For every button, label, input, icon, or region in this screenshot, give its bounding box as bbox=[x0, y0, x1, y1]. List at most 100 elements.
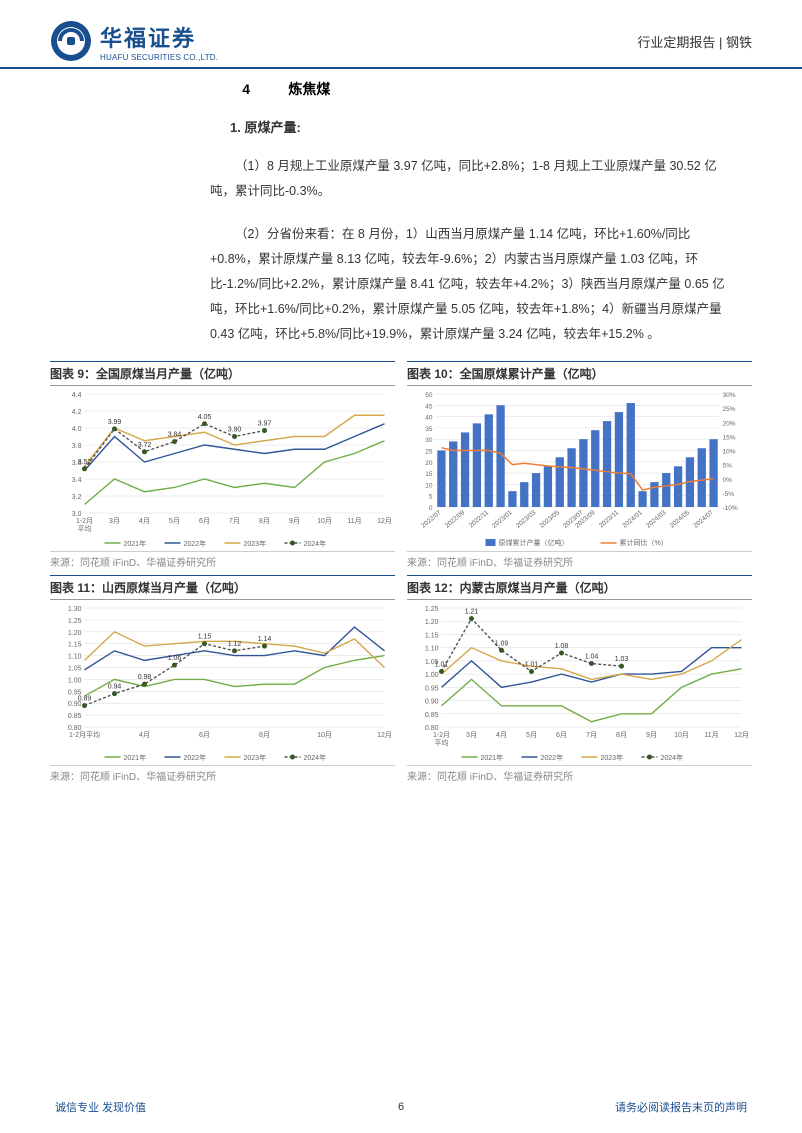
svg-text:4.0: 4.0 bbox=[72, 426, 82, 433]
svg-text:1.04: 1.04 bbox=[585, 654, 599, 661]
svg-text:1.00: 1.00 bbox=[68, 677, 82, 684]
paragraph-2: （2）分省份来看：在 8 月份，1）山西当月原煤产量 1.14 亿吨，环比+1.… bbox=[210, 222, 732, 347]
svg-text:3月: 3月 bbox=[109, 517, 120, 525]
svg-text:40: 40 bbox=[425, 415, 433, 422]
svg-text:50: 50 bbox=[425, 392, 433, 399]
svg-text:0.80: 0.80 bbox=[68, 725, 82, 732]
chart-10-source: 来源：同花顺 iFinD、华福证券研究所 bbox=[407, 551, 752, 575]
footer: 诚信专业 发现价值 6 请务必阅读报告末页的声明 bbox=[0, 1099, 802, 1115]
svg-text:1.21: 1.21 bbox=[465, 609, 479, 616]
svg-text:9月: 9月 bbox=[646, 731, 657, 739]
svg-text:25%: 25% bbox=[723, 406, 736, 413]
svg-text:-5%: -5% bbox=[723, 491, 735, 498]
chart-12-source: 来源：同花顺 iFinD、华福证券研究所 bbox=[407, 765, 752, 789]
svg-text:3.72: 3.72 bbox=[138, 442, 152, 449]
svg-text:-10%: -10% bbox=[723, 505, 738, 512]
svg-text:3.99: 3.99 bbox=[108, 419, 122, 426]
svg-text:5%: 5% bbox=[723, 463, 733, 470]
svg-text:1.01: 1.01 bbox=[435, 661, 449, 668]
chart-11: 图表 11：山西原煤当月产量（亿吨） 0.800.850.900.951.001… bbox=[50, 575, 395, 789]
logo: 华福证券 HUAFU SECURITIES CO.,LTD. bbox=[50, 20, 218, 62]
svg-text:1.01: 1.01 bbox=[525, 661, 539, 668]
svg-text:4.2: 4.2 bbox=[72, 409, 82, 416]
svg-text:1.09: 1.09 bbox=[495, 640, 509, 647]
section-heading: 4 炼焦煤 bbox=[60, 79, 742, 99]
svg-text:10: 10 bbox=[425, 482, 433, 489]
svg-text:1.30: 1.30 bbox=[68, 606, 82, 613]
chart-9-svg: 3.03.23.43.63.84.04.24.41-2月平均3月4月5月6月7月… bbox=[50, 386, 395, 551]
svg-text:7月: 7月 bbox=[586, 731, 597, 739]
svg-text:0.80: 0.80 bbox=[425, 725, 439, 732]
svg-text:2023/01: 2023/01 bbox=[491, 509, 514, 530]
chart-9: 图表 9：全国原煤当月产量（亿吨） 3.03.23.43.63.84.04.24… bbox=[50, 361, 395, 575]
svg-text:0.94: 0.94 bbox=[108, 684, 122, 691]
svg-text:3月: 3月 bbox=[466, 731, 477, 739]
svg-text:2022/11: 2022/11 bbox=[468, 509, 490, 529]
svg-text:2024年: 2024年 bbox=[304, 539, 327, 548]
svg-text:4.4: 4.4 bbox=[72, 392, 82, 399]
svg-text:2023/05: 2023/05 bbox=[539, 509, 562, 530]
svg-text:10月: 10月 bbox=[317, 731, 332, 739]
svg-text:平均: 平均 bbox=[435, 738, 449, 747]
svg-text:3.4: 3.4 bbox=[72, 477, 82, 484]
svg-text:9月: 9月 bbox=[289, 517, 300, 525]
svg-text:10月: 10月 bbox=[317, 517, 332, 525]
svg-text:12月: 12月 bbox=[734, 731, 749, 739]
section-number: 4 bbox=[60, 81, 250, 97]
chart-10-title: 图表 10：全国原煤累计产量（亿吨） bbox=[407, 361, 752, 386]
svg-text:平均: 平均 bbox=[78, 524, 92, 533]
svg-text:1-2月: 1-2月 bbox=[76, 517, 93, 525]
svg-text:3.97: 3.97 bbox=[258, 421, 272, 428]
svg-text:2024年: 2024年 bbox=[661, 753, 684, 762]
svg-text:0.89: 0.89 bbox=[78, 696, 92, 703]
logo-text: 华福证券 HUAFU SECURITIES CO.,LTD. bbox=[100, 21, 218, 62]
svg-text:1.06: 1.06 bbox=[168, 655, 182, 662]
svg-text:15: 15 bbox=[425, 471, 433, 478]
svg-text:1.25: 1.25 bbox=[68, 618, 82, 625]
svg-text:1.10: 1.10 bbox=[425, 646, 439, 653]
svg-text:3.0: 3.0 bbox=[72, 511, 82, 518]
svg-text:1.00: 1.00 bbox=[425, 672, 439, 679]
svg-text:2021年: 2021年 bbox=[481, 753, 504, 762]
svg-text:1.08: 1.08 bbox=[555, 643, 569, 650]
svg-text:5月: 5月 bbox=[526, 731, 537, 739]
svg-text:1.05: 1.05 bbox=[68, 666, 82, 673]
svg-text:0.98: 0.98 bbox=[138, 674, 152, 681]
svg-text:10月: 10月 bbox=[674, 731, 689, 739]
svg-text:2022年: 2022年 bbox=[184, 753, 207, 762]
chart-9-title: 图表 9：全国原煤当月产量（亿吨） bbox=[50, 361, 395, 386]
svg-text:2023/11: 2023/11 bbox=[598, 509, 620, 529]
svg-text:2021年: 2021年 bbox=[124, 539, 147, 548]
svg-text:2022/07: 2022/07 bbox=[420, 509, 443, 530]
svg-text:1.14: 1.14 bbox=[258, 636, 272, 643]
svg-text:6月: 6月 bbox=[199, 731, 210, 739]
chart-grid: 图表 9：全国原煤当月产量（亿吨） 3.03.23.43.63.84.04.24… bbox=[0, 361, 802, 789]
svg-text:8月: 8月 bbox=[616, 731, 627, 739]
logo-text-en: HUAFU SECURITIES CO.,LTD. bbox=[100, 53, 218, 62]
svg-text:25: 25 bbox=[425, 449, 433, 456]
svg-text:1-2月: 1-2月 bbox=[433, 731, 450, 739]
svg-text:30%: 30% bbox=[723, 392, 736, 399]
svg-text:0.95: 0.95 bbox=[425, 685, 439, 692]
svg-text:30: 30 bbox=[425, 437, 433, 444]
svg-text:12月: 12月 bbox=[377, 731, 392, 739]
svg-text:2024/05: 2024/05 bbox=[669, 509, 692, 530]
svg-text:1.20: 1.20 bbox=[68, 630, 82, 637]
chart-11-svg: 0.800.850.900.951.001.051.101.151.201.25… bbox=[50, 600, 395, 765]
svg-text:11月: 11月 bbox=[704, 731, 718, 739]
chart-12: 图表 12：内蒙古原煤当月产量（亿吨） 0.800.850.900.951.00… bbox=[407, 575, 752, 789]
chart-11-title: 图表 11：山西原煤当月产量（亿吨） bbox=[50, 575, 395, 600]
footer-right: 请务必阅读报告末页的声明 bbox=[615, 1099, 747, 1115]
svg-text:2023年: 2023年 bbox=[601, 753, 624, 762]
svg-text:2023年: 2023年 bbox=[244, 539, 267, 548]
svg-text:7月: 7月 bbox=[229, 517, 240, 525]
svg-text:4月: 4月 bbox=[496, 731, 507, 739]
paragraph-1: （1）8 月规上工业原煤产量 3.97 亿吨，同比+2.8%；1-8 月规上工业… bbox=[210, 154, 732, 204]
header-category: 行业定期报告 | 钢铁 bbox=[637, 32, 752, 51]
svg-text:3.8: 3.8 bbox=[72, 443, 82, 450]
svg-text:45: 45 bbox=[425, 403, 433, 410]
huafu-logo-icon bbox=[50, 20, 92, 62]
svg-text:原煤累计产量（亿吨）: 原煤累计产量（亿吨） bbox=[499, 538, 569, 547]
svg-text:1-2月平均: 1-2月平均 bbox=[69, 730, 100, 739]
svg-text:1.25: 1.25 bbox=[425, 606, 439, 613]
